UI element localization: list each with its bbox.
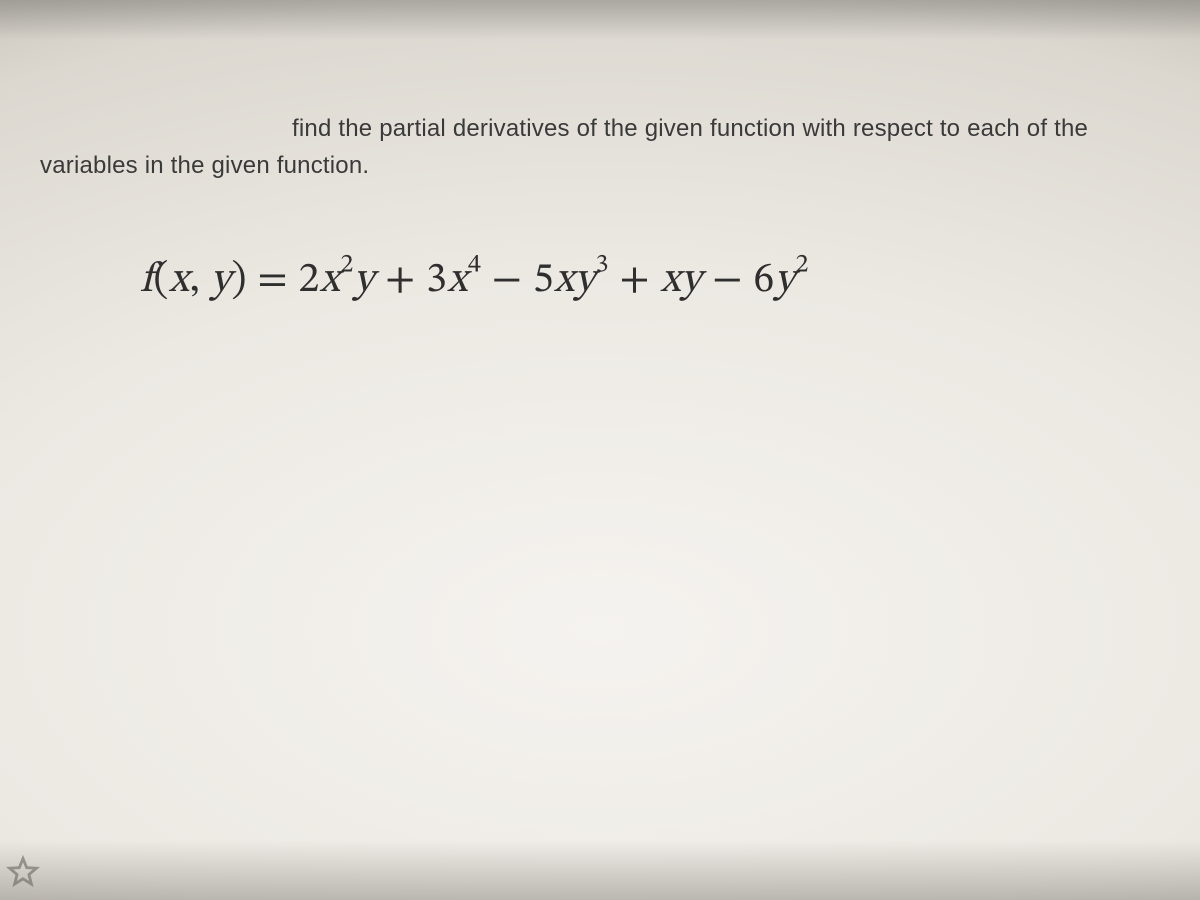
eq-comma: , — [190, 259, 211, 301]
eq-open-paren: ( — [153, 259, 169, 301]
photo-top-vignette — [0, 0, 1200, 40]
eq-t5-coef: 6 — [753, 259, 774, 301]
eq-t3-coef: 5 — [533, 259, 554, 301]
eq-op4: + — [609, 259, 660, 301]
eq-var-y: y — [211, 259, 232, 301]
eq-equals: = — [247, 259, 298, 301]
eq-t5-yexp: 2 — [795, 253, 808, 279]
equation-container: f(x, y) = 2x2y + 3x4 − 5xy3 + xy − 6y2 — [40, 254, 1160, 307]
eq-t3-yexp: 3 — [596, 253, 609, 279]
eq-op3: − — [481, 259, 532, 301]
eq-t2-xexp: 4 — [468, 253, 481, 279]
eq-fn-name: f — [140, 259, 153, 301]
eq-var-x: x — [169, 259, 190, 301]
eq-t1-x: x — [320, 259, 341, 301]
eq-t3-x: x — [554, 259, 575, 301]
eq-op5: − — [702, 259, 753, 301]
problem-content: find the partial derivatives of the give… — [40, 110, 1160, 307]
eq-t3-y: y — [575, 259, 596, 301]
eq-t2-x: x — [447, 259, 468, 301]
eq-t2-coef: 3 — [426, 259, 447, 301]
eq-op2: + — [375, 259, 426, 301]
function-equation: f(x, y) = 2x2y + 3x4 − 5xy3 + xy − 6y2 — [140, 254, 1160, 307]
eq-t5-y: y — [775, 259, 796, 301]
star-icon[interactable] — [6, 855, 40, 894]
instruction-text: find the partial derivatives of the give… — [40, 110, 1160, 184]
eq-t4-y: y — [681, 259, 702, 301]
eq-close-paren: ) — [232, 259, 248, 301]
eq-t4-x: x — [660, 259, 681, 301]
eq-t1-xexp: 2 — [340, 253, 353, 279]
eq-t1-y: y — [354, 259, 375, 301]
eq-t1-coef: 2 — [298, 259, 319, 301]
photo-bottom-vignette — [0, 840, 1200, 900]
